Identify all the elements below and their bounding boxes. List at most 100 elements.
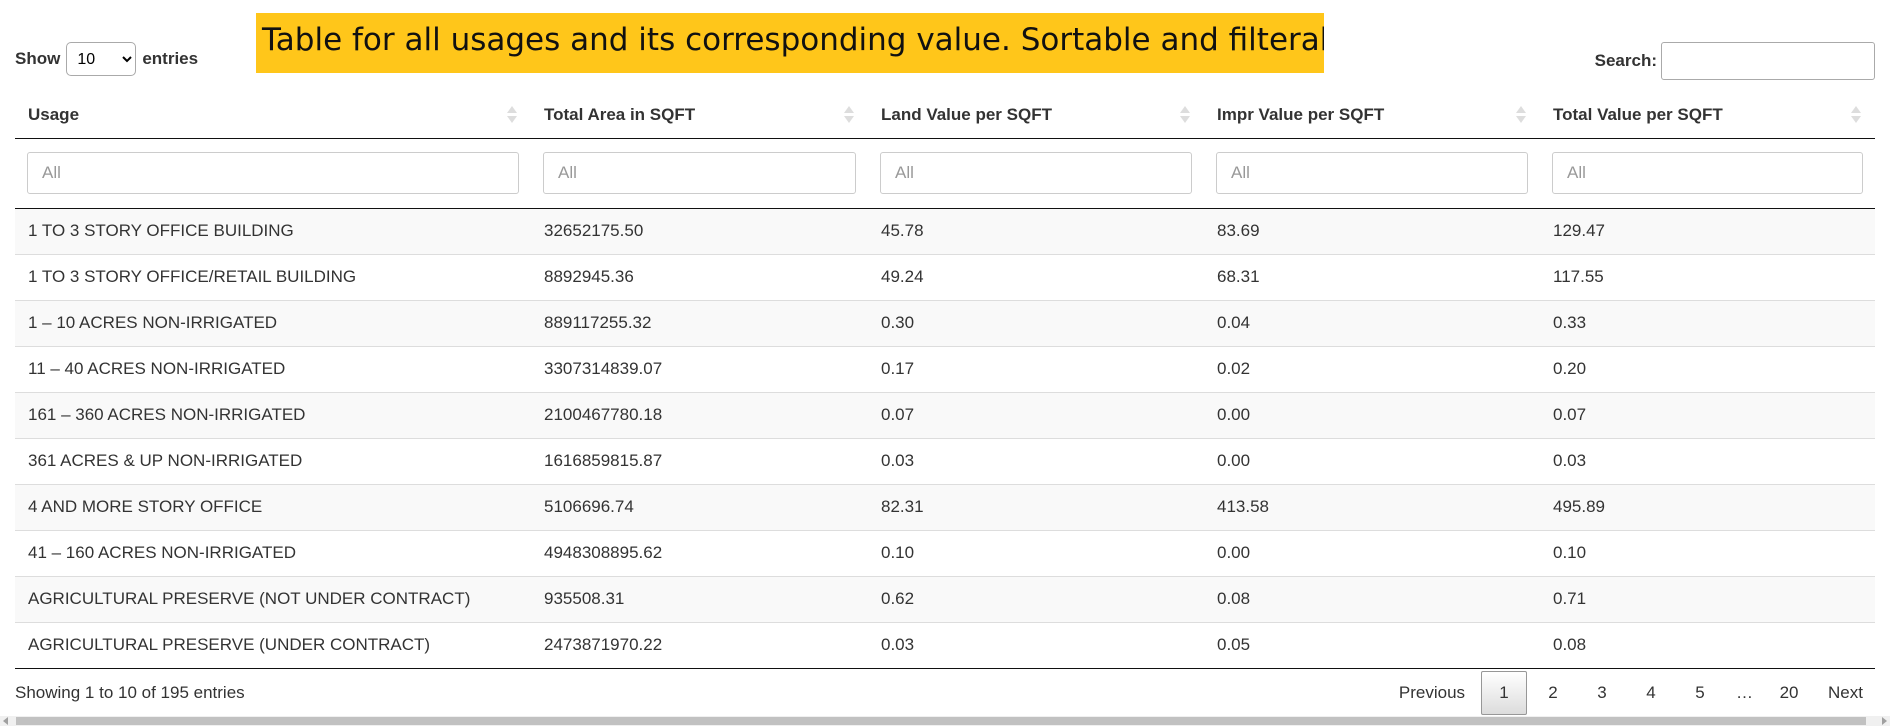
filter-row: [15, 138, 1875, 209]
land-value-cell: 0.03: [868, 621, 1204, 669]
column-header-label: Land Value per SQFT: [881, 104, 1052, 124]
pagination-page-3[interactable]: 3: [1597, 683, 1607, 702]
total-value-cell: 0.08: [1540, 621, 1875, 669]
impr-value-cell: 0.00: [1204, 529, 1540, 576]
table-row: 1 – 10 ACRES NON-IRRIGATED 889117255.32 0.…: [15, 299, 1875, 346]
total-value-cell: 0.71: [1540, 575, 1875, 622]
land-value-cell: 0.30: [868, 299, 1204, 346]
usage-table: Usage Total Area in SQFT Land Value per …: [15, 92, 1875, 669]
usage-cell: 41 – 160 ACRES NON-IRRIGATED: [15, 529, 531, 576]
pagination-ellipsis: …: [1736, 683, 1754, 702]
horizontal-scrollbar[interactable]: [0, 716, 1890, 726]
impr-value-cell: 0.00: [1204, 391, 1540, 438]
impr-value-cell: 83.69: [1204, 207, 1540, 254]
usage-cell: AGRICULTURAL PRESERVE (UNDER CONTRACT): [15, 621, 531, 669]
column-header-impr-value[interactable]: Impr Value per SQFT: [1204, 92, 1540, 139]
total-area-cell: 2100467780.18: [531, 391, 868, 438]
column-header-total-value[interactable]: Total Value per SQFT: [1540, 92, 1875, 139]
total-value-cell: 0.33: [1540, 299, 1875, 346]
sort-icon: [1851, 104, 1861, 126]
scroll-left-arrow-icon[interactable]: [3, 717, 8, 725]
search-control: Search:: [1595, 42, 1875, 80]
total-value-cell: 495.89: [1540, 483, 1875, 530]
pagination-previous-button[interactable]: Previous: [1398, 683, 1466, 702]
column-header-label: Total Value per SQFT: [1553, 104, 1723, 124]
table-body: 1 TO 3 STORY OFFICE BUILDING 32652175.50 4…: [15, 207, 1875, 669]
table-row: 361 ACRES & UP NON-IRRIGATED 1616859815.8…: [15, 437, 1875, 484]
total-value-cell: 0.07: [1540, 391, 1875, 438]
impr-value-cell: 0.05: [1204, 621, 1540, 669]
filter-input-impr-value[interactable]: [1216, 152, 1528, 194]
land-value-cell: 0.03: [868, 437, 1204, 484]
impr-value-cell: 0.04: [1204, 299, 1540, 346]
usage-cell: AGRICULTURAL PRESERVE (NOT UNDER CONTRAC…: [15, 575, 531, 622]
scroll-right-arrow-icon[interactable]: [1882, 717, 1887, 725]
land-value-cell: 0.07: [868, 391, 1204, 438]
pagination-next-button[interactable]: Next: [1828, 683, 1863, 702]
total-area-cell: 935508.31: [531, 575, 868, 622]
filter-input-land-value[interactable]: [880, 152, 1192, 194]
header-row: Usage Total Area in SQFT Land Value per …: [15, 92, 1875, 139]
table-row: 161 – 360 ACRES NON-IRRIGATED 2100467780.…: [15, 391, 1875, 438]
column-header-usage[interactable]: Usage: [15, 92, 531, 139]
total-area-cell: 4948308895.62: [531, 529, 868, 576]
land-value-cell: 45.78: [868, 207, 1204, 254]
column-header-land-value[interactable]: Land Value per SQFT: [868, 92, 1204, 139]
pagination-page-1[interactable]: 1: [1481, 671, 1528, 715]
sort-icon: [1516, 104, 1526, 126]
search-label: Search:: [1594, 51, 1657, 70]
table-row: 1 TO 3 STORY OFFICE/RETAIL BUILDING 88929…: [15, 253, 1875, 300]
land-value-cell: 82.31: [868, 483, 1204, 530]
annotation-banner: Table for all usages and its correspondi…: [256, 13, 1324, 73]
show-label: Show: [15, 49, 61, 68]
land-value-cell: 49.24: [868, 253, 1204, 300]
table-row: 41 – 160 ACRES NON-IRRIGATED 4948308895.6…: [15, 529, 1875, 576]
sort-icon: [844, 104, 854, 126]
usage-cell: 11 – 40 ACRES NON-IRRIGATED: [15, 345, 531, 392]
impr-value-cell: 0.00: [1204, 437, 1540, 484]
land-value-cell: 0.62: [868, 575, 1204, 622]
entries-per-page-select[interactable]: 10: [66, 42, 137, 76]
total-area-cell: 5106696.74: [531, 483, 868, 530]
usage-cell: 4 AND MORE STORY OFFICE: [15, 483, 531, 530]
usage-cell: 1 – 10 ACRES NON-IRRIGATED: [15, 299, 531, 346]
total-value-cell: 117.55: [1540, 253, 1875, 300]
impr-value-cell: 413.58: [1204, 483, 1540, 530]
pagination-page-5[interactable]: 5: [1695, 683, 1705, 702]
table-info: Showing 1 to 10 of 195 entries: [15, 683, 245, 702]
filter-input-total-area[interactable]: [543, 152, 856, 194]
usage-cell: 161 – 360 ACRES NON-IRRIGATED: [15, 391, 531, 438]
total-value-cell: 129.47: [1540, 207, 1875, 254]
total-value-cell: 0.10: [1540, 529, 1875, 576]
column-header-label: Impr Value per SQFT: [1217, 104, 1385, 124]
total-area-cell: 889117255.32: [531, 299, 868, 346]
column-header-total-area[interactable]: Total Area in SQFT: [531, 92, 868, 139]
search-input[interactable]: [1661, 42, 1875, 80]
scrollbar-thumb[interactable]: [16, 717, 1866, 725]
total-area-cell: 3307314839.07: [531, 345, 868, 392]
column-header-label: Usage: [28, 104, 80, 124]
impr-value-cell: 0.02: [1204, 345, 1540, 392]
entries-label: entries: [142, 49, 199, 68]
total-area-cell: 32652175.50: [531, 207, 868, 254]
table-row: 1 TO 3 STORY OFFICE BUILDING 32652175.50 4…: [15, 207, 1875, 254]
usage-cell: 1 TO 3 STORY OFFICE BUILDING: [15, 207, 531, 254]
sort-icon: [1180, 104, 1190, 126]
pagination-page-2[interactable]: 2: [1548, 683, 1558, 702]
impr-value-cell: 0.08: [1204, 575, 1540, 622]
land-value-cell: 0.10: [868, 529, 1204, 576]
total-area-cell: 1616859815.87: [531, 437, 868, 484]
impr-value-cell: 68.31: [1204, 253, 1540, 300]
usage-cell: 361 ACRES & UP NON-IRRIGATED: [15, 437, 531, 484]
pagination: Previous 1 2 3 4 5 … 20 Next: [1383, 671, 1876, 715]
filter-input-total-value[interactable]: [1552, 152, 1863, 194]
total-value-cell: 0.03: [1540, 437, 1875, 484]
pagination-page-last[interactable]: 20: [1779, 683, 1799, 702]
total-value-cell: 0.20: [1540, 345, 1875, 392]
land-value-cell: 0.17: [868, 345, 1204, 392]
usage-cell: 1 TO 3 STORY OFFICE/RETAIL BUILDING: [15, 253, 531, 300]
filter-input-usage[interactable]: [27, 152, 519, 194]
pagination-page-4[interactable]: 4: [1646, 683, 1656, 702]
column-header-label: Total Area in SQFT: [544, 104, 696, 124]
entries-length-control: Show 10 entries: [15, 42, 198, 76]
